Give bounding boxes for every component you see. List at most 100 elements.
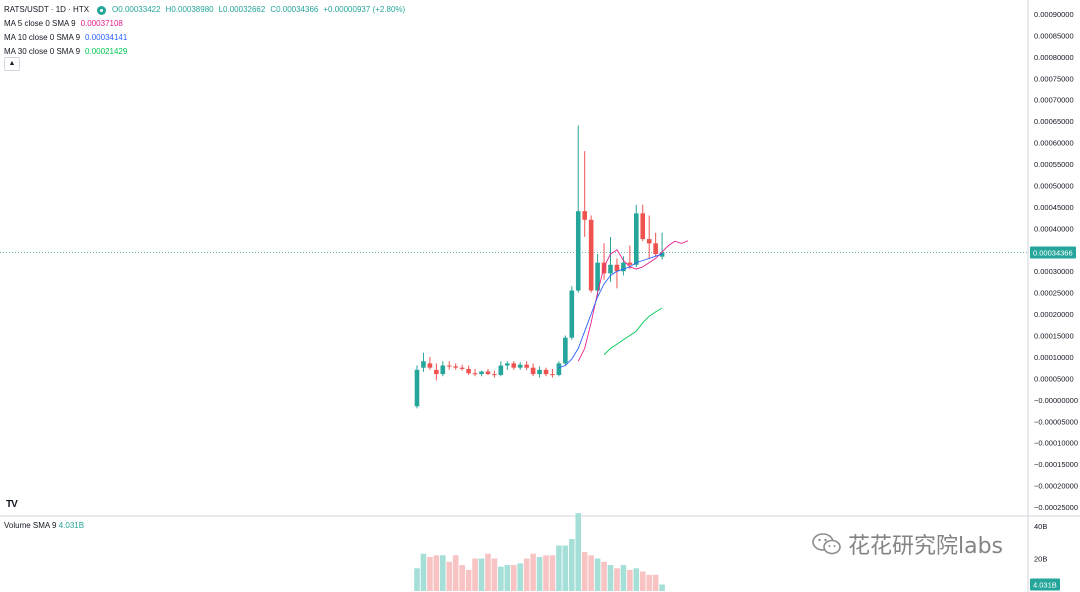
y-tick-label: 0.00010000 bbox=[1034, 353, 1074, 362]
candle-body bbox=[653, 243, 658, 255]
y-tick-label: 0.00080000 bbox=[1034, 53, 1074, 62]
volume-bar bbox=[472, 558, 478, 591]
volume-bar bbox=[446, 561, 453, 591]
volume-bar bbox=[569, 539, 575, 591]
candle-body bbox=[537, 369, 542, 375]
candle-body bbox=[575, 211, 581, 291]
volume-bar bbox=[562, 545, 569, 591]
candle-body bbox=[485, 371, 491, 375]
volume-bar bbox=[452, 555, 459, 591]
y-tick-label: −0.00025000 bbox=[1034, 503, 1078, 512]
volume-bar bbox=[581, 552, 588, 591]
y-tick-label: 0.00050000 bbox=[1034, 181, 1074, 190]
indicator-ma10[interactable]: MA 10 close 0 SMA 9 0.00034141 bbox=[4, 31, 405, 45]
symbol-row: RATS/USDT · 1D · HTX O0.00033422 H0.0003… bbox=[4, 3, 405, 17]
volume-bar bbox=[536, 556, 543, 591]
volume-tick-label: 40B bbox=[1034, 522, 1047, 531]
candle-body bbox=[550, 374, 555, 376]
candle-body bbox=[595, 262, 600, 291]
volume-bar bbox=[549, 555, 556, 591]
candle-body bbox=[498, 365, 504, 375]
volume-bar bbox=[652, 574, 659, 591]
volume-last-label: 4.031B bbox=[1033, 580, 1057, 589]
indicator-value: 0.00034141 bbox=[85, 33, 128, 42]
candle-body bbox=[621, 262, 626, 272]
y-tick-label: −0.00015000 bbox=[1034, 460, 1078, 469]
watermark: 花花研究院labs bbox=[812, 528, 1003, 560]
y-tick-label: 0.00005000 bbox=[1034, 374, 1074, 383]
wechat-icon bbox=[812, 533, 841, 555]
candle-body bbox=[517, 364, 523, 368]
candle-body bbox=[524, 364, 529, 368]
candle-body bbox=[472, 373, 478, 375]
volume-bar bbox=[459, 565, 465, 591]
y-tick-label: 0.00040000 bbox=[1034, 224, 1074, 233]
indicator-label: MA 30 close 0 SMA 9 bbox=[4, 47, 81, 56]
volume-value: 4.031B bbox=[58, 521, 85, 530]
candle-body bbox=[530, 367, 536, 375]
candle-body bbox=[446, 365, 452, 367]
y-tick-label: −0.00020000 bbox=[1034, 482, 1078, 491]
volume-bar bbox=[614, 568, 620, 591]
indicator-value: 0.00021429 bbox=[85, 47, 128, 56]
volume-bar bbox=[523, 558, 530, 591]
volume-label: Volume SMA 9 bbox=[4, 521, 57, 530]
market-status-icon bbox=[97, 5, 107, 15]
candle-body bbox=[543, 369, 549, 375]
y-tick-label: 0.00075000 bbox=[1034, 74, 1074, 83]
volume-bar bbox=[543, 555, 549, 591]
volume-bar bbox=[504, 565, 511, 591]
y-tick-label: 0.00020000 bbox=[1034, 310, 1074, 319]
candle-body bbox=[563, 337, 568, 364]
y-tick-label: 0.00015000 bbox=[1034, 332, 1074, 341]
candle-body bbox=[646, 239, 652, 244]
volume-bar bbox=[427, 556, 433, 591]
candle-body bbox=[492, 374, 497, 376]
ma-line bbox=[577, 240, 689, 362]
volume-bar bbox=[498, 566, 504, 591]
ohlc-open: O0.00033422 bbox=[112, 5, 161, 14]
indicator-ma5[interactable]: MA 5 close 0 SMA 9 0.00037108 bbox=[4, 17, 405, 31]
volume-bar bbox=[478, 558, 485, 591]
indicator-ma30[interactable]: MA 30 close 0 SMA 9 0.00021429 bbox=[4, 45, 405, 59]
indicator-label: MA 5 close 0 SMA 9 bbox=[4, 19, 76, 28]
volume-bar bbox=[620, 565, 627, 591]
volume-bar bbox=[414, 568, 420, 591]
volume-legend[interactable]: Volume SMA 9 4.031B bbox=[4, 521, 84, 530]
ohlc-low: L0.00032662 bbox=[218, 5, 266, 14]
last-price-tag bbox=[1030, 246, 1076, 259]
last-price-label: 0.00034366 bbox=[1033, 249, 1073, 258]
volume-bar bbox=[594, 558, 601, 591]
volume-bar bbox=[433, 555, 440, 591]
candle-body bbox=[627, 262, 633, 265]
volume-bar bbox=[601, 561, 607, 591]
volume-bar bbox=[633, 568, 640, 591]
symbol-title: RATS/USDT · 1D · HTX bbox=[4, 5, 90, 14]
volume-bar bbox=[575, 513, 582, 591]
volume-bar bbox=[440, 555, 446, 591]
candle-body bbox=[421, 361, 426, 368]
volume-bar bbox=[639, 571, 646, 591]
volume-bar bbox=[491, 558, 498, 591]
candle-body bbox=[569, 290, 575, 338]
candle-body bbox=[459, 367, 465, 369]
y-tick-label: −0.00010000 bbox=[1034, 439, 1078, 448]
volume-bar bbox=[530, 553, 536, 591]
ohlc-change: +0.00000937 (+2.80%) bbox=[323, 5, 406, 14]
volume-bar bbox=[556, 545, 562, 591]
collapse-legend-button[interactable]: ▲ bbox=[4, 57, 20, 71]
candle-body bbox=[466, 368, 471, 374]
volume-tick-label: 20B bbox=[1034, 555, 1047, 564]
candle-body bbox=[634, 213, 639, 265]
candle-body bbox=[479, 371, 484, 375]
volume-bar bbox=[465, 569, 472, 591]
volume-bar bbox=[485, 553, 491, 591]
y-tick-label: 0.00055000 bbox=[1034, 160, 1074, 169]
y-tick-label: 0.00060000 bbox=[1034, 139, 1074, 148]
y-tick-label: −0.00000000 bbox=[1034, 396, 1078, 405]
ma-line bbox=[603, 307, 663, 356]
ohlc-close: C0.00034366 bbox=[270, 5, 319, 14]
volume-bar bbox=[627, 569, 633, 591]
candle-body bbox=[614, 264, 620, 272]
